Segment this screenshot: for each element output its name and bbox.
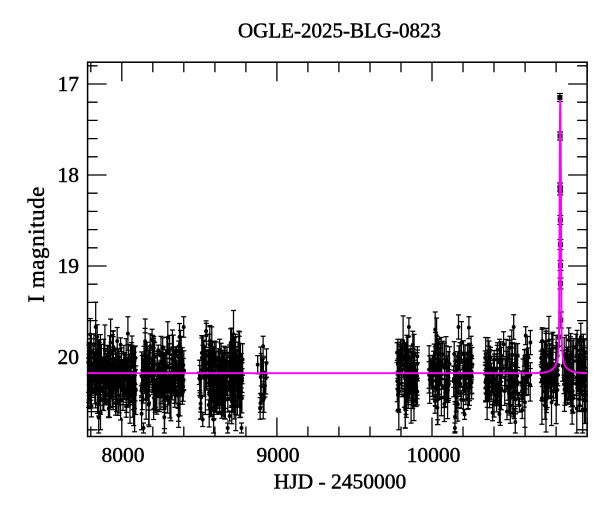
- svg-text:10000: 10000: [407, 443, 461, 467]
- svg-text:9000: 9000: [257, 443, 300, 467]
- svg-text:18: 18: [58, 163, 80, 187]
- svg-text:8000: 8000: [102, 443, 145, 467]
- svg-text:19: 19: [58, 254, 80, 278]
- svg-text:17: 17: [58, 72, 80, 96]
- svg-text:OGLE-2025-BLG-0823: OGLE-2025-BLG-0823: [238, 19, 441, 43]
- svg-text:I magnitude: I magnitude: [24, 186, 49, 303]
- svg-text:HJD - 2450000: HJD - 2450000: [274, 469, 407, 493]
- svg-text:20: 20: [58, 345, 80, 369]
